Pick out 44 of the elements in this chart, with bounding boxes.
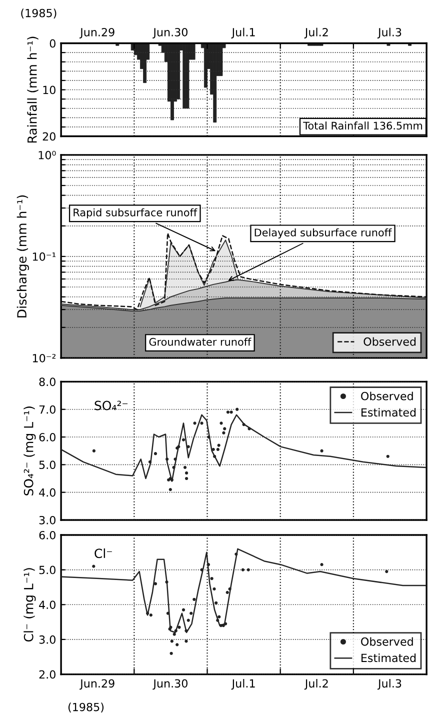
y-tick-label: 20 (42, 132, 56, 141)
annotation: Delayed subsurface runoff (254, 228, 392, 238)
x2-tick-label: Jun.30 (152, 28, 188, 38)
y-tick-label: 4.0 (39, 600, 56, 610)
y-tick-label: 0 (50, 39, 56, 48)
legend-label: Observed (361, 637, 413, 646)
y-axis-title: Rainfall (mm h⁻¹) (27, 36, 38, 143)
x-tick-label: Jul.2 (304, 679, 328, 690)
annotation: Cl⁻ (94, 548, 112, 558)
annotation: Groundwater runoff (149, 338, 252, 346)
y-tick-label: 6.0 (39, 432, 56, 442)
y-tick-label: 6.0 (39, 530, 56, 540)
x2-tick-label: Jun.29 (80, 28, 114, 38)
y-tick-label: 8.0 (39, 378, 56, 386)
annotation: Rapid subsurface runoff (74, 208, 198, 218)
text: (1985) (68, 702, 104, 713)
y-tick-label: 3.0 (39, 516, 56, 524)
y-tick-label: 10⁻¹ (32, 252, 56, 261)
legend-label: Observed (364, 337, 416, 346)
y-tick-label: 7.0 (39, 405, 56, 414)
legend-label: Estimated (362, 654, 416, 662)
legend-label: Estimated (362, 408, 416, 417)
x2-tick-label: Jul.1 (231, 28, 255, 38)
x-tick-label: Jun.29 (80, 679, 114, 690)
y-axis-title: SO₄²⁻ (mg L⁻¹) (24, 406, 36, 496)
x2-tick-label: Jul.3 (377, 28, 402, 38)
x2-tick-label: Jul.2 (304, 28, 328, 38)
y-tick-label: 5.0 (39, 460, 56, 470)
legend-label: Observed (361, 392, 413, 400)
y-tick-label: 10 (43, 86, 56, 94)
annotation: Total Rainfall 136.5mm (303, 122, 422, 130)
text: (1985) (21, 8, 56, 19)
x-tick-label: Jul.1 (231, 679, 255, 690)
x-tick-label: Jul.3 (377, 679, 402, 690)
x-tick-label: Jun.30 (152, 679, 188, 690)
y-tick-label: 3.0 (39, 635, 56, 644)
y-tick-label: 10⁻² (32, 354, 56, 362)
annotation: SO₄²⁻ (94, 400, 128, 410)
y-axis-title: Cl⁻ (mg L⁻¹) (24, 568, 36, 642)
y-axis-title: Discharge (mm h⁻¹) (16, 195, 29, 318)
y-tick-label: 2.0 (39, 670, 56, 679)
y-tick-label: 10⁰ (38, 150, 56, 160)
y-tick-label: 4.0 (39, 488, 56, 497)
y-tick-label: 5.0 (39, 566, 56, 574)
